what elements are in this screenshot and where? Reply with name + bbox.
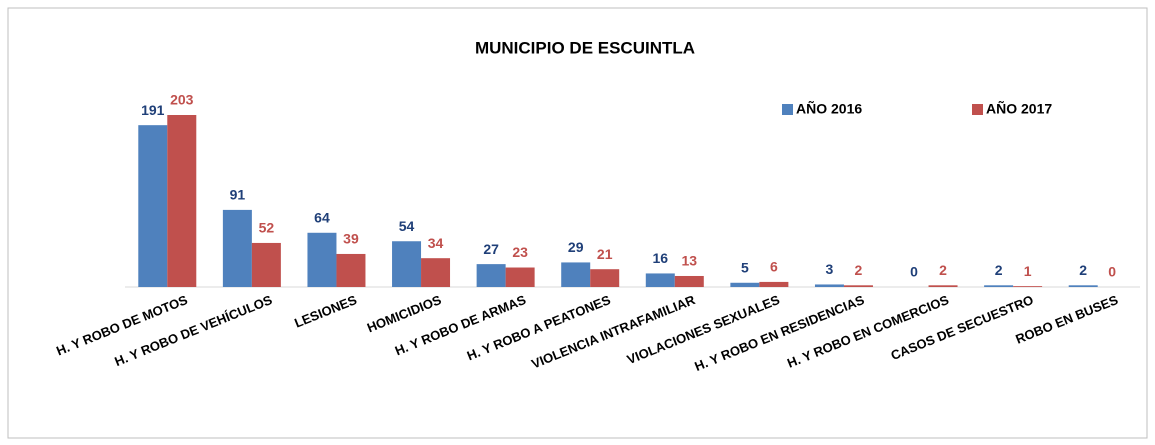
value-label: 23 bbox=[512, 244, 528, 260]
value-label: 2 bbox=[939, 262, 947, 278]
bar bbox=[759, 281, 789, 287]
value-label: 191 bbox=[141, 102, 165, 118]
value-label: 52 bbox=[259, 220, 275, 236]
legend-swatch bbox=[782, 104, 793, 115]
value-label: 54 bbox=[399, 218, 415, 234]
bar bbox=[138, 125, 168, 288]
value-label: 2 bbox=[995, 262, 1003, 278]
value-label: 203 bbox=[170, 92, 194, 108]
bar bbox=[336, 253, 366, 287]
value-label: 29 bbox=[568, 239, 584, 255]
bar bbox=[590, 269, 620, 287]
value-label: 27 bbox=[483, 241, 499, 257]
legend-swatch bbox=[972, 104, 983, 115]
bar bbox=[251, 242, 281, 287]
bar bbox=[392, 241, 422, 287]
legend-label: AÑO 2017 bbox=[986, 100, 1052, 117]
bar bbox=[561, 262, 591, 287]
value-label: 2 bbox=[855, 262, 863, 278]
value-label: 34 bbox=[428, 235, 444, 251]
bar bbox=[307, 232, 337, 287]
bar bbox=[645, 273, 675, 287]
value-label: 64 bbox=[314, 209, 330, 225]
value-label: 16 bbox=[653, 250, 669, 266]
bar bbox=[222, 209, 252, 287]
bar bbox=[1013, 286, 1043, 287]
chart-frame bbox=[7, 7, 1148, 439]
chart-title: MUNICIPIO DE ESCUINTLA bbox=[475, 38, 695, 57]
value-label: 6 bbox=[770, 259, 778, 275]
value-label: 0 bbox=[1108, 264, 1116, 280]
bar bbox=[1068, 285, 1098, 287]
value-label: 91 bbox=[230, 187, 246, 203]
value-label: 13 bbox=[682, 253, 698, 269]
bar bbox=[476, 264, 506, 287]
value-label: 2 bbox=[1079, 262, 1087, 278]
value-label: 1 bbox=[1024, 263, 1032, 279]
legend-label: AÑO 2016 bbox=[796, 100, 862, 117]
bar bbox=[843, 285, 873, 287]
value-label: 3 bbox=[826, 261, 834, 277]
bar bbox=[928, 285, 958, 287]
bar bbox=[505, 267, 535, 287]
bar bbox=[674, 275, 704, 287]
bar bbox=[814, 284, 844, 287]
bar bbox=[730, 282, 760, 287]
value-label: 5 bbox=[741, 259, 749, 275]
value-label: 0 bbox=[910, 264, 918, 280]
value-label: 39 bbox=[343, 231, 359, 247]
value-label: 21 bbox=[597, 246, 613, 262]
bar bbox=[167, 115, 197, 287]
bar bbox=[421, 258, 451, 287]
bar bbox=[984, 285, 1014, 287]
